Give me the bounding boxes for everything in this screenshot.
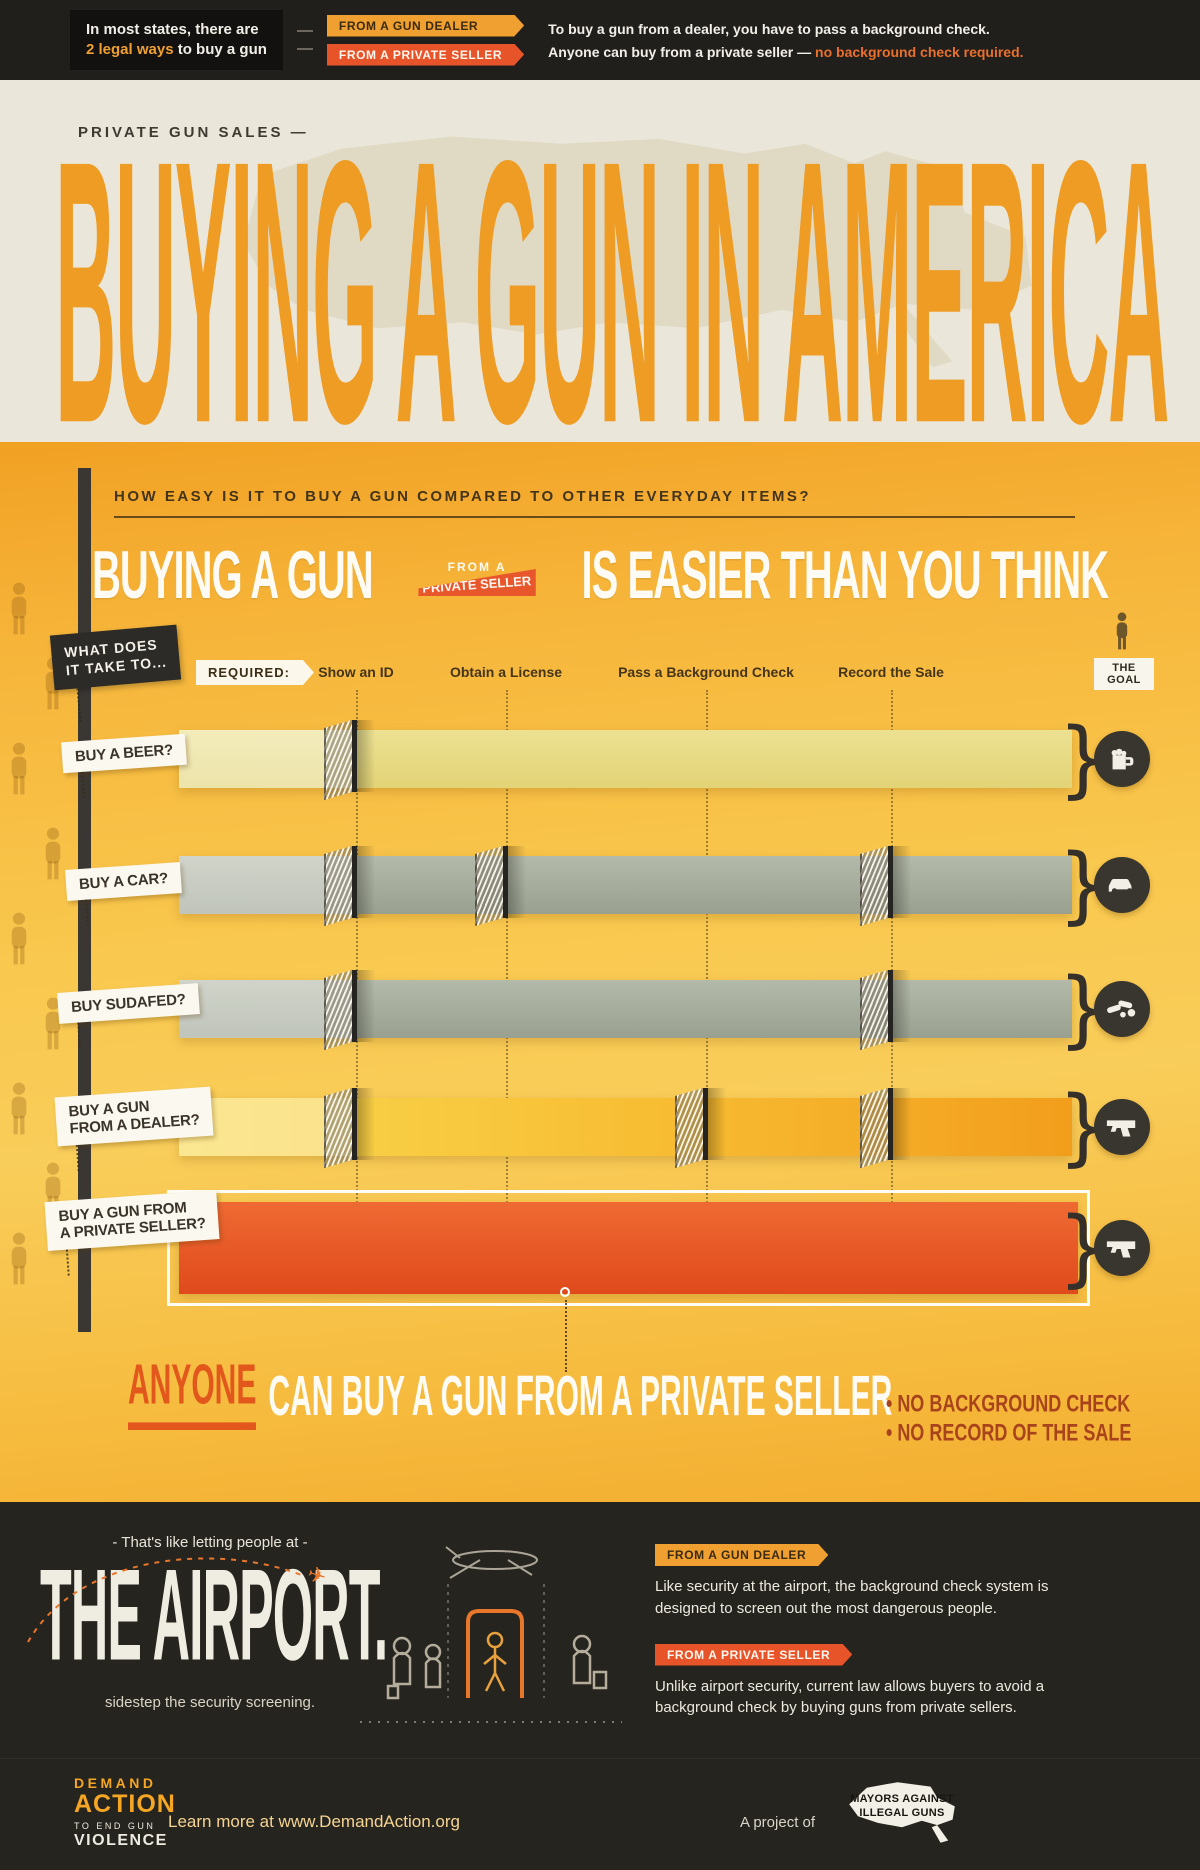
goal-brace: } bbox=[1058, 959, 1109, 1058]
intro-box: In most states, there are 2 legal ways t… bbox=[70, 9, 283, 71]
bullet-no-record: NO RECORD OF THE SALE bbox=[886, 1419, 1131, 1447]
goal-brace: } bbox=[1058, 709, 1109, 808]
learn-more-link[interactable]: Learn more at www.DemandAction.org bbox=[168, 1812, 460, 1831]
private-explanation-highlight: no background check required. bbox=[815, 43, 1024, 60]
column-obtain-license: Obtain a License bbox=[449, 664, 563, 680]
private-seller-tag: FROM A PRIVATE SELLER bbox=[327, 44, 524, 66]
mayors-logo-text: MAYORS AGAINST ILLEGAL GUNS bbox=[836, 1792, 968, 1821]
gate-show-id bbox=[352, 1088, 375, 1160]
car-icon bbox=[1094, 857, 1150, 913]
goal-brace: } bbox=[1058, 1077, 1109, 1176]
intro-suffix: to buy a gun bbox=[173, 41, 267, 58]
private-explanation: Anyone can buy from a private seller — n… bbox=[548, 44, 1023, 60]
masthead: PRIVATE GUN SALES — BUYING A GUN IN AMER… bbox=[0, 80, 1200, 442]
row-label-text: BUY A CAR? bbox=[78, 869, 169, 894]
gate-show-id bbox=[352, 846, 375, 918]
handgun-icon bbox=[1094, 1220, 1150, 1276]
annotation-dotted-line bbox=[565, 1300, 567, 1372]
conclusion-statement: ANYONE CAN BUY A GUN FROM A PRIVATE SELL… bbox=[128, 1354, 892, 1430]
airport-section: - That's like letting people at - ✈ THE … bbox=[0, 1502, 1200, 1870]
row-label-text: BUY SUDAFED? bbox=[70, 991, 187, 1016]
row-label-car: BUY A CAR? bbox=[65, 862, 183, 902]
annotation-marker bbox=[560, 1287, 570, 1297]
bar-buy-a-car bbox=[179, 846, 1072, 918]
gun-dealer-tag: FROM A GUN DEALER bbox=[655, 1544, 828, 1566]
top-bar: In most states, there are 2 legal ways t… bbox=[0, 0, 1200, 80]
gun-dealer-tag: FROM A GUN DEALER bbox=[327, 15, 524, 37]
section-headline: BUYING A GUN FROM A PRIVATE SELLER IS EA… bbox=[92, 534, 1109, 618]
conclusion-highlight: ANYONE bbox=[128, 1354, 257, 1430]
beer-icon bbox=[1094, 731, 1150, 787]
logo-violence: VIOLENCE bbox=[74, 1831, 168, 1849]
tag-stack: FROM A GUN DEALER FROM A PRIVATE SELLER bbox=[327, 15, 524, 66]
row-label-text: BUY A BEER? bbox=[74, 741, 174, 766]
dealer-explanation: To buy a gun from a dealer, you have to … bbox=[548, 20, 990, 37]
headline-part1: BUYING A GUN bbox=[92, 537, 374, 613]
question-rule bbox=[114, 516, 1075, 518]
mayors-against-illegal-guns-logo: MAYORS AGAINST ILLEGAL GUNS bbox=[836, 1780, 968, 1846]
logo-to-end-gun: TO END GUN bbox=[74, 1820, 156, 1831]
bullet-no-background-check: NO BACKGROUND CHECK bbox=[886, 1390, 1131, 1418]
private-explanation-prefix: Anyone can buy from a private seller — bbox=[548, 43, 816, 60]
mayors-line2: ILLEGAL GUNS bbox=[859, 1807, 945, 1820]
pills-icon bbox=[1094, 981, 1150, 1037]
comparison-section: HOW EASY IS IT TO BUY A GUN COMPARED TO … bbox=[0, 442, 1200, 1502]
intro-line1: In most states, there are bbox=[86, 20, 259, 38]
goal-brace: } bbox=[1058, 1198, 1109, 1297]
intro-highlight: 2 legal ways bbox=[86, 41, 174, 58]
topbar-explanations: To buy a gun from a dealer, you have to … bbox=[548, 21, 1023, 60]
gate-show-id bbox=[352, 970, 375, 1042]
prompt-flag: WHAT DOES IT TAKE TO... bbox=[49, 624, 182, 691]
headline-part2: IS EASIER THAN YOU THINK bbox=[581, 537, 1109, 613]
project-of-label: A project of bbox=[740, 1814, 816, 1831]
page-title: BUYING A GUN IN AMERICA bbox=[55, 84, 1170, 442]
logo-demand: DEMAND bbox=[74, 1775, 157, 1791]
conclusion-bullets: NO BACKGROUND CHECK NO RECORD OF THE SAL… bbox=[886, 1390, 1131, 1446]
private-seller-badge: FROM A PRIVATE SELLER bbox=[413, 558, 541, 596]
badge-private-seller-label: PRIVATE SELLER bbox=[422, 573, 533, 596]
required-label: REQUIRED: bbox=[196, 660, 314, 685]
gate-record-sale bbox=[888, 846, 911, 918]
kicker: PRIVATE GUN SALES — bbox=[78, 124, 309, 141]
section-question: HOW EASY IS IT TO BUY A GUN COMPARED TO … bbox=[114, 488, 812, 505]
goal-brace: } bbox=[1058, 835, 1109, 934]
handgun-icon bbox=[1094, 1099, 1150, 1155]
airport-explanations: FROM A GUN DEALER Like security at the a… bbox=[655, 1544, 1105, 1743]
usa-map-small-icon bbox=[849, 1782, 955, 1843]
column-show-id: Show an ID bbox=[318, 664, 394, 680]
goal-label: THE GOAL bbox=[1094, 658, 1154, 690]
badge-from-a: FROM A bbox=[447, 560, 507, 574]
intro-line2: 2 legal ways to buy a gun bbox=[86, 40, 267, 60]
airport-subtitle: sidestep the security screening. bbox=[104, 1694, 316, 1711]
conclusion-rest: CAN BUY A GUN FROM A PRIVATE SELLER bbox=[268, 1365, 893, 1429]
connector-lines bbox=[296, 22, 313, 58]
dealer-airport-text: Like security at the airport, the backgr… bbox=[655, 1578, 1049, 1617]
gate-record-sale bbox=[888, 1088, 911, 1160]
bar-gun-from-private-seller bbox=[167, 1190, 1090, 1306]
gate-show-id bbox=[352, 720, 375, 792]
demand-action-logo: DEMAND ACTION TO END GUN VIOLENCE bbox=[74, 1775, 176, 1849]
gate-background-check bbox=[703, 1088, 726, 1160]
bar-gun-from-dealer bbox=[179, 1088, 1072, 1160]
column-background-check: Pass a Background Check bbox=[618, 664, 794, 680]
private-seller-tag: FROM A PRIVATE SELLER bbox=[655, 1644, 852, 1666]
bar-buy-a-beer bbox=[179, 720, 1072, 792]
column-record-sale: Record the Sale bbox=[838, 664, 944, 680]
usa-map-icon bbox=[243, 136, 1032, 368]
private-airport-text: Unlike airport security, current law all… bbox=[655, 1677, 1045, 1717]
airport-lead: - That's like letting people at - bbox=[112, 1534, 308, 1551]
logo-action: ACTION bbox=[74, 1790, 176, 1819]
bar-buy-sudafed bbox=[179, 970, 1072, 1042]
gate-record-sale bbox=[888, 970, 911, 1042]
mayors-line1: MAYORS AGAINST bbox=[850, 1793, 954, 1805]
airport-security-illustration-icon bbox=[360, 1546, 622, 1723]
gate-obtain-license bbox=[503, 846, 526, 918]
